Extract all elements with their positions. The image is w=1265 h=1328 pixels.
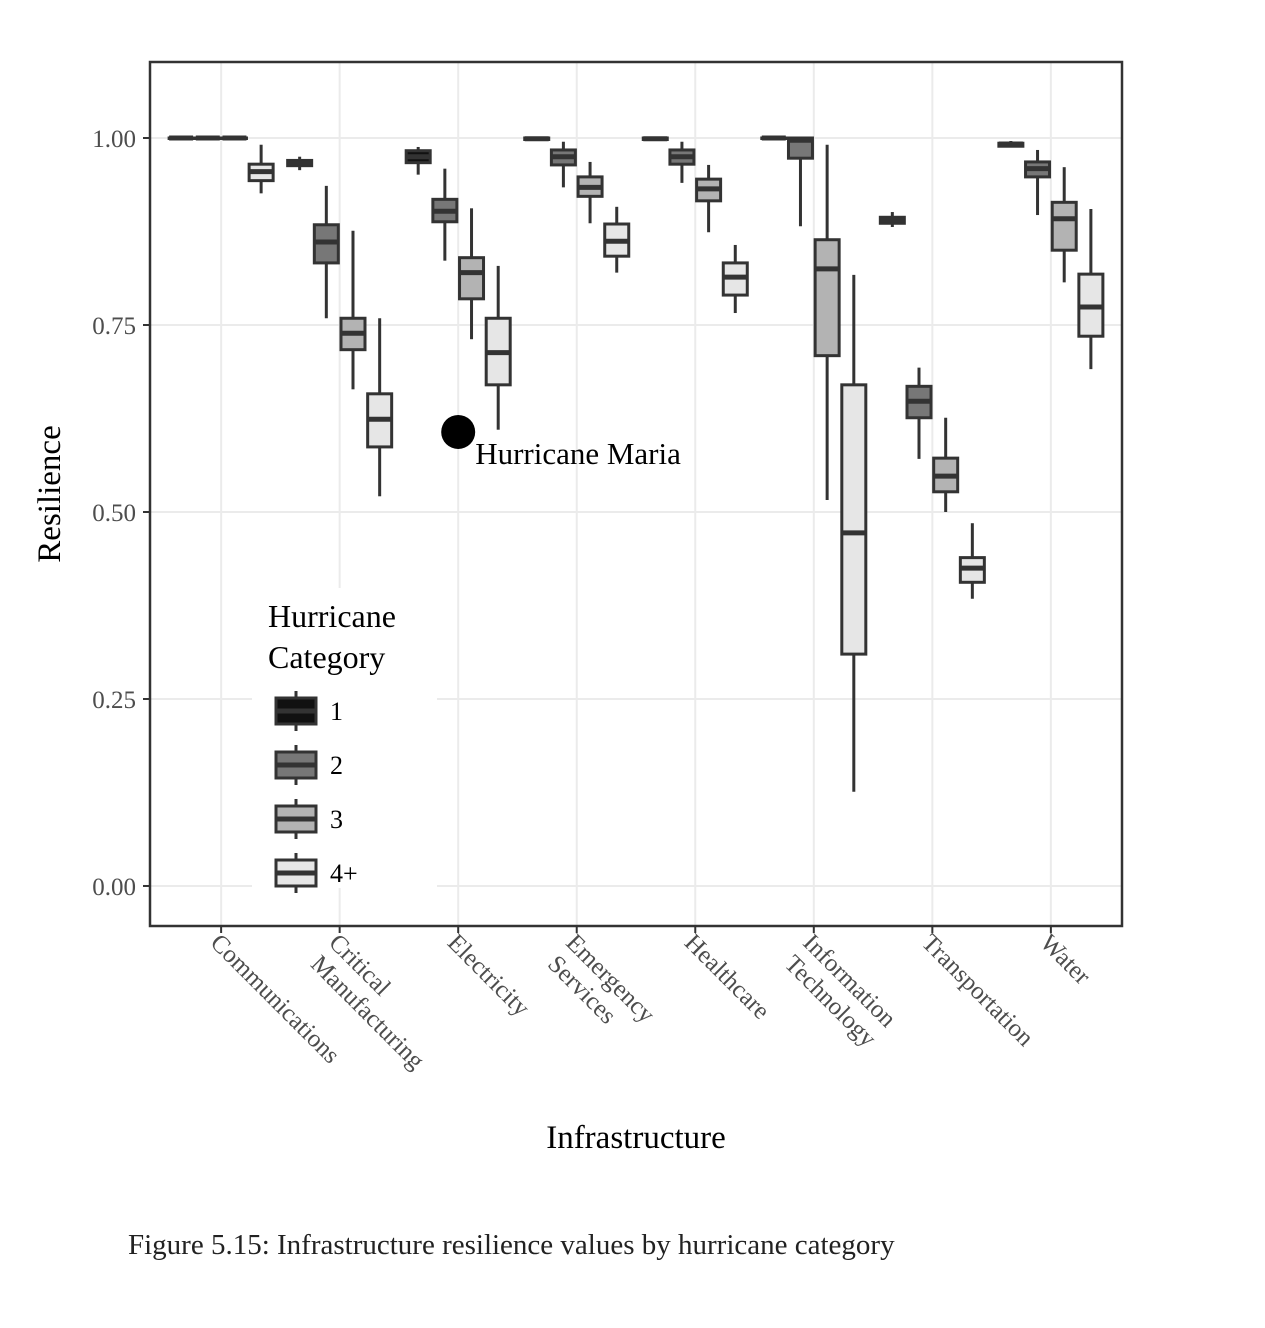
series — [220, 135, 1078, 512]
y-tick-label: 0.50 — [92, 500, 136, 527]
x-tick-label: Healthcare — [679, 929, 775, 1025]
legend-title: Hurricane Category — [268, 598, 396, 675]
annotation-point — [441, 414, 476, 449]
caption: Figure 5.15: Infrastructure resilience v… — [128, 1229, 895, 1261]
box — [1050, 200, 1078, 252]
legend: Hurricane Category 1 2 3 4+ — [252, 588, 437, 893]
legend-title-box: Hurricane Category — [268, 598, 396, 675]
x-tick-label: Emergency Services — [538, 926, 660, 1048]
legend-background — [252, 588, 437, 888]
box — [813, 238, 841, 358]
x-tick-label: Electricity — [442, 929, 535, 1022]
x-tick-label: Water — [1035, 929, 1096, 990]
series — [194, 135, 1052, 459]
legend-label: 1 — [330, 697, 343, 726]
y-tick-label: 0.00 — [92, 874, 136, 901]
y-tick-label: 1.00 — [92, 126, 136, 153]
series — [167, 135, 1025, 228]
y-tick-label: 0.75 — [92, 313, 136, 340]
series — [247, 144, 1105, 792]
x-axis-title: Infrastructure — [546, 1120, 726, 1156]
box — [458, 256, 486, 301]
legend-label: 2 — [330, 751, 343, 780]
x-tick-label: Transportation — [916, 929, 1039, 1052]
box — [840, 383, 868, 656]
annotation-label: Hurricane Maria — [475, 436, 681, 471]
y-tick-label: 0.25 — [92, 687, 136, 714]
y-axis-title: Resilience — [32, 425, 68, 562]
x-tick-label: Information Technology — [775, 926, 902, 1053]
legend-label: 4+ — [330, 859, 358, 888]
legend-label: 3 — [330, 805, 343, 834]
plot-border — [148, 60, 1124, 928]
